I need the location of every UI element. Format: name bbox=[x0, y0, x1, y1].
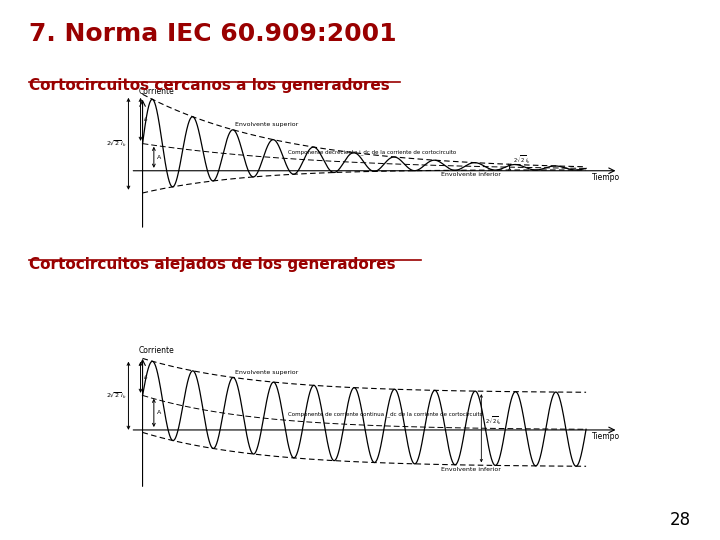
Text: Componente decreciente i_dc de la corriente de cortocircuito: Componente decreciente i_dc de la corrie… bbox=[288, 150, 456, 156]
Text: Envolvente inferior: Envolvente inferior bbox=[441, 172, 501, 177]
Text: $i_k$: $i_k$ bbox=[143, 373, 149, 382]
Text: Tiempo: Tiempo bbox=[593, 173, 621, 182]
Text: A: A bbox=[157, 155, 161, 160]
Text: $2\sqrt{2}\,i_k$: $2\sqrt{2}\,i_k$ bbox=[513, 155, 531, 166]
Text: Cortocircuitos alejados de los generadores: Cortocircuitos alejados de los generador… bbox=[29, 256, 395, 272]
Text: $2\sqrt{2}i_k$: $2\sqrt{2}i_k$ bbox=[485, 416, 502, 427]
Text: 28: 28 bbox=[670, 511, 691, 529]
Text: Componente de corriente continua i_dc de la corriente de cortocircuito: Componente de corriente continua i_dc de… bbox=[288, 411, 482, 417]
Text: 7. Norma IEC 60.909:2001: 7. Norma IEC 60.909:2001 bbox=[29, 22, 397, 45]
Text: $2\sqrt{2}\,i_k$: $2\sqrt{2}\,i_k$ bbox=[106, 139, 127, 149]
Text: Tiempo: Tiempo bbox=[593, 433, 621, 441]
Text: $i_k$: $i_k$ bbox=[143, 115, 149, 124]
Text: $2\sqrt{2}\,i_k$: $2\sqrt{2}\,i_k$ bbox=[106, 390, 127, 401]
Text: Envolvente superior: Envolvente superior bbox=[235, 370, 299, 375]
Text: Cortocircuitos cercanos a los generadores: Cortocircuitos cercanos a los generadore… bbox=[29, 78, 390, 93]
Text: Corriente: Corriente bbox=[138, 86, 174, 96]
Text: Envolvente inferior: Envolvente inferior bbox=[441, 467, 501, 471]
Text: Envolvente superior: Envolvente superior bbox=[235, 123, 299, 127]
Text: A: A bbox=[157, 410, 161, 415]
Text: Corriente: Corriente bbox=[138, 346, 174, 355]
